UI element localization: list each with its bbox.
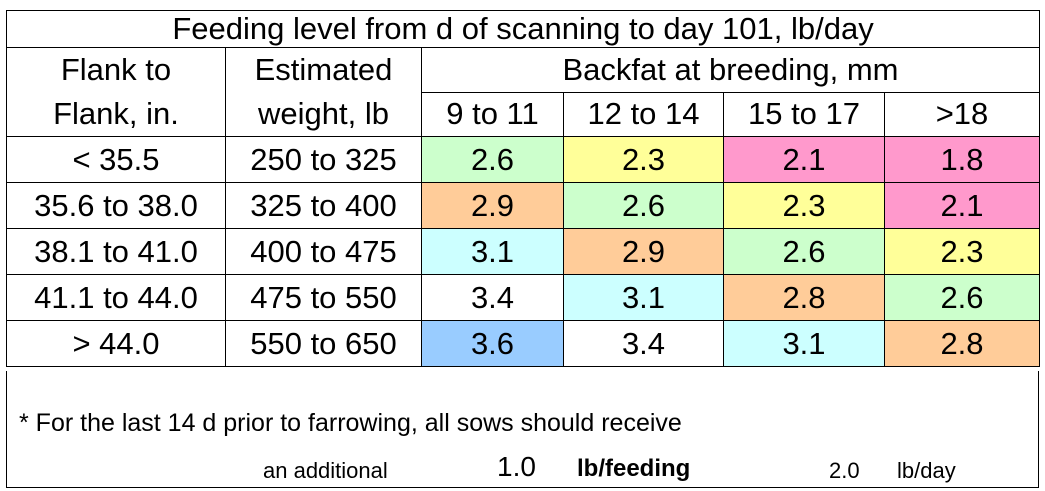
table-title: Feeding level from d of scanning to day … xyxy=(6,10,1040,48)
flank-header: Flank to Flank, in. xyxy=(6,47,226,137)
additional-unit: lb/feeding xyxy=(577,455,691,482)
weight-header: Estimated weight, lb xyxy=(225,47,422,137)
feed-cell: 2.3 xyxy=(723,182,885,229)
flank-cell: < 35.5 xyxy=(6,136,226,183)
feed-cell: 3.1 xyxy=(421,228,564,275)
table-row: < 35.5 250 to 325 2.6 2.3 2.1 1.8 xyxy=(6,136,1040,183)
feed-cell: 2.6 xyxy=(563,182,724,229)
feed-cell: 2.6 xyxy=(884,274,1040,321)
feeding-table: Feeding level from d of scanning to day … xyxy=(6,10,1040,367)
backfat-col-header: 12 to 14 xyxy=(563,91,724,137)
feeding-table-sheet: Feeding level from d of scanning to day … xyxy=(6,10,1040,488)
feed-cell: 3.4 xyxy=(563,320,724,367)
feed-cell: 2.6 xyxy=(421,136,564,183)
additional-value: 1.0 xyxy=(497,451,536,482)
footer-note-box: * For the last 14 d prior to farrowing, … xyxy=(6,371,1039,488)
feed-cell: 3.6 xyxy=(421,320,564,367)
additional-label: an additional xyxy=(263,458,388,483)
backfat-col-header: >18 xyxy=(884,91,1040,137)
feed-cell: 2.3 xyxy=(884,228,1040,275)
feed-cell: 3.1 xyxy=(723,320,885,367)
feed-cell: 2.1 xyxy=(723,136,885,183)
feed-cell: 2.9 xyxy=(563,228,724,275)
weight-cell: 250 to 325 xyxy=(225,136,422,183)
weight-cell: 325 to 400 xyxy=(225,182,422,229)
flank-cell: 41.1 to 44.0 xyxy=(6,274,226,321)
flank-cell: 35.6 to 38.0 xyxy=(6,182,226,229)
backfat-col-header: 15 to 17 xyxy=(723,91,885,137)
feed-cell: 2.8 xyxy=(884,320,1040,367)
feed-cell: 1.8 xyxy=(884,136,1040,183)
feed-cell: 2.1 xyxy=(884,182,1040,229)
weight-cell: 475 to 550 xyxy=(225,274,422,321)
weight-cell: 550 to 650 xyxy=(225,320,422,367)
feed-cell: 2.6 xyxy=(723,228,885,275)
table-row: 38.1 to 41.0 400 to 475 3.1 2.9 2.6 2.3 xyxy=(6,228,1040,275)
table-row: 41.1 to 44.0 475 to 550 3.4 3.1 2.8 2.6 xyxy=(6,274,1040,321)
farrowing-note: * For the last 14 d prior to farrowing, … xyxy=(19,409,682,437)
per-day-unit: lb/day xyxy=(897,458,956,483)
backfat-header: Backfat at breeding, mm xyxy=(421,47,1040,93)
flank-cell: 38.1 to 41.0 xyxy=(6,228,226,275)
feed-cell: 2.8 xyxy=(723,274,885,321)
flank-cell: > 44.0 xyxy=(6,320,226,367)
table-row: 35.6 to 38.0 325 to 400 2.9 2.6 2.3 2.1 xyxy=(6,182,1040,229)
weight-cell: 400 to 475 xyxy=(225,228,422,275)
feed-cell: 3.4 xyxy=(421,274,564,321)
feed-cell: 2.3 xyxy=(563,136,724,183)
table-row: > 44.0 550 to 650 3.6 3.4 3.1 2.8 xyxy=(6,320,1040,367)
feed-cell: 3.1 xyxy=(563,274,724,321)
backfat-col-header: 9 to 11 xyxy=(421,91,564,137)
feed-cell: 2.9 xyxy=(421,182,564,229)
per-day-value: 2.0 xyxy=(829,458,860,483)
